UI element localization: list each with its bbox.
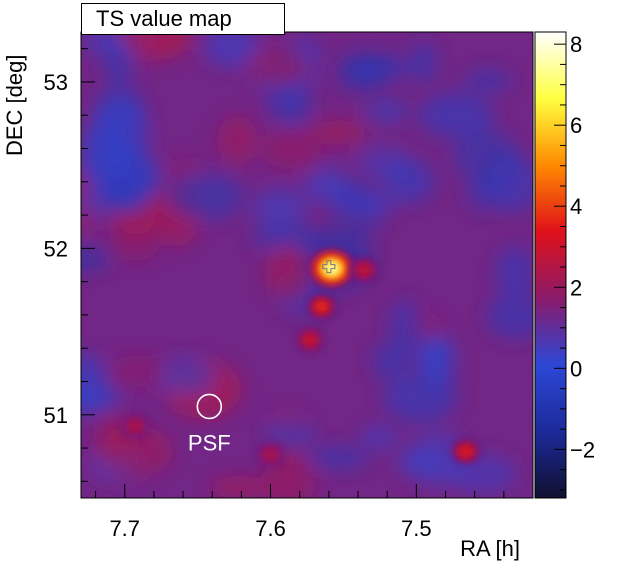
- colorbar-tick-label: −2: [570, 437, 595, 462]
- ts-hotspot: [257, 443, 284, 466]
- y-tick-label: 51: [44, 403, 68, 428]
- psf-label: PSF: [188, 430, 231, 455]
- colorbar: 8 6 4 2 0 −2: [534, 31, 595, 499]
- source-position-marker: [322, 260, 336, 274]
- y-tick-label: 53: [44, 70, 68, 95]
- psf-circle: [196, 393, 223, 420]
- ts-hotspot: [121, 415, 149, 438]
- plot-frame: [80, 31, 534, 499]
- colorbar-gradient: [534, 31, 567, 499]
- colorbar-tick-label: 6: [570, 113, 582, 138]
- ts-hotspot: [296, 328, 324, 351]
- y-tick-label: 52: [44, 236, 68, 261]
- ts-hotspot: [308, 295, 335, 318]
- x-tick-label: 7.5: [401, 516, 432, 541]
- colorbar-tick-label: 4: [570, 194, 582, 219]
- x-axis-title: RA [h]: [460, 536, 520, 561]
- heatmap-image: [81, 32, 533, 498]
- y-axis-title: DEC [deg]: [2, 55, 27, 157]
- heatmap-overlays: PSF: [188, 260, 336, 455]
- x-tick-label: 7.6: [255, 516, 286, 541]
- x-tick-label: 7.7: [109, 516, 140, 541]
- chart-title: TS value map: [81, 3, 285, 35]
- axes: 7.7 7.6 7.5 53 52 51: [44, 48, 534, 541]
- colorbar-tick-label: 2: [570, 275, 582, 300]
- ts-hotspot: [350, 258, 378, 281]
- colorbar-tick-label: 8: [570, 32, 582, 57]
- colorbar-tick-label: 0: [570, 356, 582, 381]
- heatmap-texture: [81, 32, 533, 498]
- ts-hotspot: [452, 440, 480, 463]
